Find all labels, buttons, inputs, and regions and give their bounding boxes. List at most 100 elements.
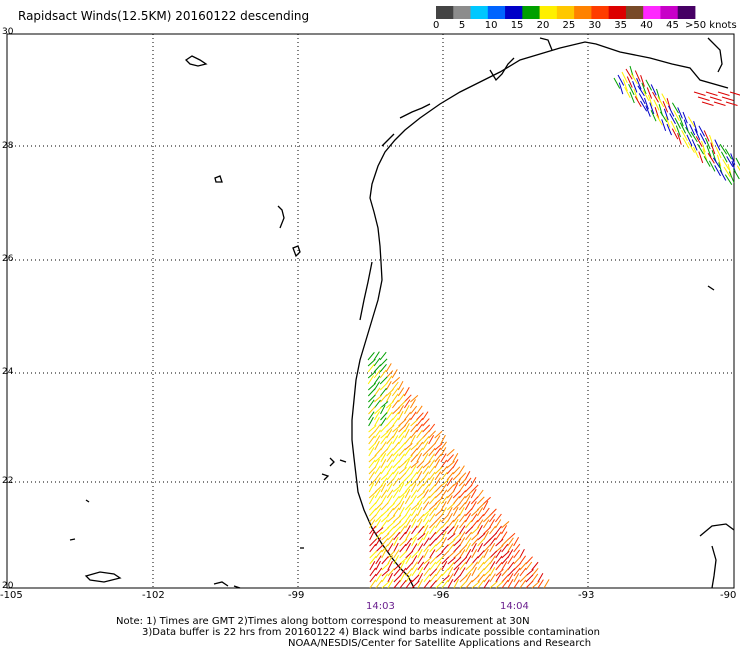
wind-barb <box>381 514 390 523</box>
wind-barb <box>411 537 417 547</box>
colorbar-label: >50 knots <box>685 20 737 31</box>
wind-barb <box>507 549 514 559</box>
wind-barb <box>440 441 447 451</box>
wind-barb <box>387 572 393 583</box>
wind-barb <box>423 530 429 541</box>
wind-barb <box>441 568 449 577</box>
wind-barb <box>690 131 698 143</box>
wind-barb <box>374 399 381 409</box>
wind-barb <box>429 580 437 589</box>
wind-barb <box>375 531 383 541</box>
wind-barb <box>646 87 653 99</box>
wind-barb <box>465 508 473 517</box>
wind-barb <box>482 496 491 505</box>
wind-barb <box>374 458 380 469</box>
wind-barb <box>644 97 649 110</box>
wind-barb <box>429 573 437 583</box>
wind-barb <box>441 556 450 565</box>
lat-label: 22 <box>2 476 14 486</box>
wind-barb <box>392 465 400 475</box>
wind-barb <box>501 525 508 535</box>
wind-barb <box>410 447 418 457</box>
wind-barb <box>374 440 380 451</box>
wind-barb <box>477 533 486 541</box>
wind-barb <box>393 521 402 529</box>
wind-barb <box>392 460 401 469</box>
colorbar-label: 30 <box>588 20 602 31</box>
wind-barb <box>385 370 394 379</box>
wind-barb <box>634 96 642 108</box>
wind-barb <box>677 133 682 145</box>
wind-barb <box>702 148 708 161</box>
wind-barb <box>422 418 430 427</box>
wind-barb <box>434 484 443 493</box>
wind-barb <box>417 555 424 565</box>
wind-barb <box>476 507 484 517</box>
wind-barb <box>483 519 490 529</box>
wind-barb <box>720 151 728 163</box>
wind-barb <box>416 405 423 415</box>
wind-barb <box>375 544 384 553</box>
wind-barb <box>459 519 467 529</box>
wind-barb <box>709 96 722 101</box>
wind-barb <box>398 507 405 517</box>
wind-barb <box>391 369 398 379</box>
wind-barb <box>405 525 411 535</box>
wind-barb <box>405 550 414 559</box>
wind-barb <box>507 561 515 571</box>
wind-barb <box>464 501 471 511</box>
wind-barb <box>661 119 667 131</box>
wind-barb <box>393 554 400 565</box>
wind-barb <box>398 418 407 427</box>
chart-title: Rapidsact Winds(12.5KM) 20160122 descend… <box>18 9 310 23</box>
wind-barb <box>507 555 514 565</box>
lat-label: 24 <box>2 367 14 377</box>
colorbar-swatch <box>470 6 489 19</box>
wind-barb <box>732 168 740 180</box>
wind-barb <box>446 513 453 523</box>
wind-barb <box>392 448 401 457</box>
wind-barb <box>666 123 672 136</box>
wind-barb <box>701 101 714 106</box>
wind-barb <box>373 351 380 361</box>
wind-barb <box>501 538 509 547</box>
wind-barb <box>411 567 418 577</box>
wind-barb <box>368 502 377 511</box>
wind-barb <box>379 358 388 367</box>
wind-barb <box>405 579 413 589</box>
wind-barb <box>422 483 430 493</box>
wind-barb <box>464 484 473 493</box>
wind-barb <box>386 429 393 439</box>
wind-barb <box>368 495 375 505</box>
wind-barb <box>667 105 675 117</box>
wind-barb <box>422 489 429 499</box>
wind-barb <box>501 574 510 583</box>
wind-barb <box>501 579 509 589</box>
wind-barb <box>519 555 527 565</box>
wind-barb <box>501 561 508 571</box>
wind-barb <box>368 416 374 427</box>
wind-barb <box>398 424 407 433</box>
wind-barb <box>695 136 703 148</box>
wind-barb <box>730 153 736 165</box>
wind-barb <box>417 572 424 583</box>
wind-barb <box>507 579 514 589</box>
wind-barb <box>404 483 412 493</box>
wind-barb <box>422 465 430 475</box>
wind-barb <box>476 489 484 499</box>
wind-barb <box>374 423 382 433</box>
wind-barb <box>489 537 496 547</box>
wind-barb <box>689 123 696 136</box>
wind-barb <box>519 548 525 559</box>
wind-barb <box>368 442 377 451</box>
wind-barb <box>367 388 376 397</box>
wind-barb <box>374 454 383 463</box>
wind-barb <box>464 495 471 505</box>
wind-barb <box>543 579 550 589</box>
wind-barb <box>446 461 455 469</box>
wind-barb <box>393 568 401 577</box>
wind-barb <box>489 555 496 565</box>
wind-barb <box>519 579 527 589</box>
wind-barb <box>410 434 416 445</box>
wind-barb <box>434 458 441 469</box>
